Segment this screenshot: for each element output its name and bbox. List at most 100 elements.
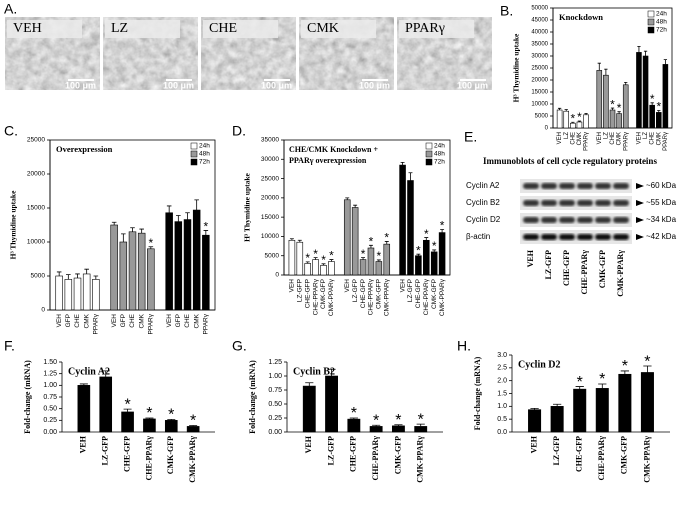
bar <box>304 263 311 276</box>
lane-label: CHE-GFP <box>562 250 571 286</box>
error-bar <box>620 370 629 375</box>
x-tick-label: VEH <box>399 279 406 293</box>
error-bar <box>93 275 99 280</box>
y-tick-label: 10000 <box>27 239 45 246</box>
x-tick-label: VEH <box>557 132 563 144</box>
y-tick-label: 30000 <box>531 54 548 60</box>
significance-mark: * <box>313 247 318 261</box>
bar <box>438 232 446 276</box>
error-bar <box>101 370 110 377</box>
legend-swatch <box>647 10 655 18</box>
band <box>541 200 557 206</box>
band <box>595 200 611 206</box>
y-tick-label: 0.5 <box>497 416 507 423</box>
y-tick-label: 0 <box>41 307 45 314</box>
x-tick-label: VEH <box>79 435 88 453</box>
error-bar <box>657 110 661 113</box>
y-tick-label: 30000 <box>261 156 279 163</box>
bar <box>616 113 622 129</box>
y-tick-label: 5000 <box>535 114 549 120</box>
y-tick-label: 20000 <box>531 78 548 84</box>
error-bar <box>384 241 389 245</box>
error-bar <box>372 424 381 427</box>
error-bar <box>575 386 584 390</box>
x-tick-label: CMK-GFP <box>431 279 438 309</box>
bar <box>77 385 91 433</box>
x-tick-label: CMK <box>138 313 145 328</box>
bar <box>563 110 570 129</box>
arrow <box>636 200 644 206</box>
x-tick-label: CHE-PPARγ <box>423 278 430 315</box>
significance-mark: * <box>424 227 429 241</box>
significance-mark: * <box>321 253 326 267</box>
blot-strip <box>520 179 632 193</box>
bar <box>343 199 351 276</box>
label-backdrop <box>301 20 376 38</box>
x-tick-label: CMK-PPARγ <box>642 436 651 483</box>
error-bar <box>139 228 144 234</box>
bar <box>383 243 391 276</box>
x-tick-label: VEH <box>304 435 313 453</box>
legend-label: 48h <box>199 151 210 158</box>
x-tick-label: CHE <box>74 313 81 327</box>
y-tick-label: 0.75 <box>43 394 57 401</box>
x-tick-label: VEH <box>597 132 603 144</box>
error-bar <box>650 102 654 106</box>
significance-mark: * <box>610 97 615 111</box>
error-bar <box>416 253 421 256</box>
legend-label: 72h <box>199 159 210 166</box>
y-axis-label: Fold-change (mRNA) <box>23 360 32 434</box>
y-tick-label: 0.00 <box>43 429 57 436</box>
x-tick-label: GFP <box>120 314 127 327</box>
bar <box>174 221 183 311</box>
protein-label: Cyclin D2 <box>466 215 501 224</box>
chart-title: Overexpression <box>56 144 113 154</box>
x-tick-label: CHE <box>184 313 191 327</box>
bar <box>603 74 609 129</box>
x-tick-label: GFP <box>65 314 72 327</box>
bar <box>312 259 319 276</box>
x-tick-label: VEH <box>56 314 63 328</box>
band <box>577 217 593 223</box>
x-tick-label: LZ-GFP <box>101 436 110 465</box>
error-bar <box>121 233 126 242</box>
scale-label: 100 μm <box>261 80 292 90</box>
blot-title: Immunoblots of cell cycle regulatory pro… <box>483 156 657 166</box>
error-bar <box>604 68 608 76</box>
significance-mark: * <box>650 92 655 106</box>
error-bar <box>84 268 89 274</box>
band <box>613 183 629 189</box>
x-tick-label: CHE-PPARγ <box>312 278 319 315</box>
band <box>595 183 611 189</box>
x-tick-label: PPARγ <box>203 313 210 334</box>
significance-mark: * <box>599 371 605 388</box>
error-bar <box>79 383 88 386</box>
x-tick-label: CMK-PPARγ <box>328 278 335 316</box>
y-tick-label: 0.0 <box>497 429 507 436</box>
legend-label: 24h <box>656 11 667 18</box>
x-tick-label: CHE <box>650 132 656 145</box>
lane-label: CMK-GFP <box>598 250 607 288</box>
x-tick-label: CHE <box>129 313 136 327</box>
photo-label: LZ <box>111 21 128 36</box>
significance-mark: * <box>570 111 575 125</box>
bar <box>64 279 73 311</box>
y-tick-label: 0.50 <box>43 406 57 413</box>
legend-label: 48h <box>434 151 445 158</box>
bar <box>622 84 629 129</box>
y-tick-label: 40000 <box>531 30 548 36</box>
lane-label: CHE-PPARγ <box>580 250 589 295</box>
error-bar <box>571 121 575 124</box>
error-bar <box>194 199 199 211</box>
bar <box>367 247 375 276</box>
y-tick-label: 3.0 <box>497 352 507 359</box>
y-tick-label: 1.25 <box>43 371 57 378</box>
y-tick-label: 15000 <box>261 214 279 221</box>
significance-mark: * <box>146 405 152 422</box>
error-bar <box>394 424 403 426</box>
x-tick-label: VEH <box>637 132 643 144</box>
y-tick-label: 15000 <box>531 90 548 96</box>
x-tick-label: CHE-GFP <box>360 279 367 308</box>
panel-letter: C. <box>4 123 18 139</box>
x-tick-label: PPARγ <box>148 313 155 334</box>
